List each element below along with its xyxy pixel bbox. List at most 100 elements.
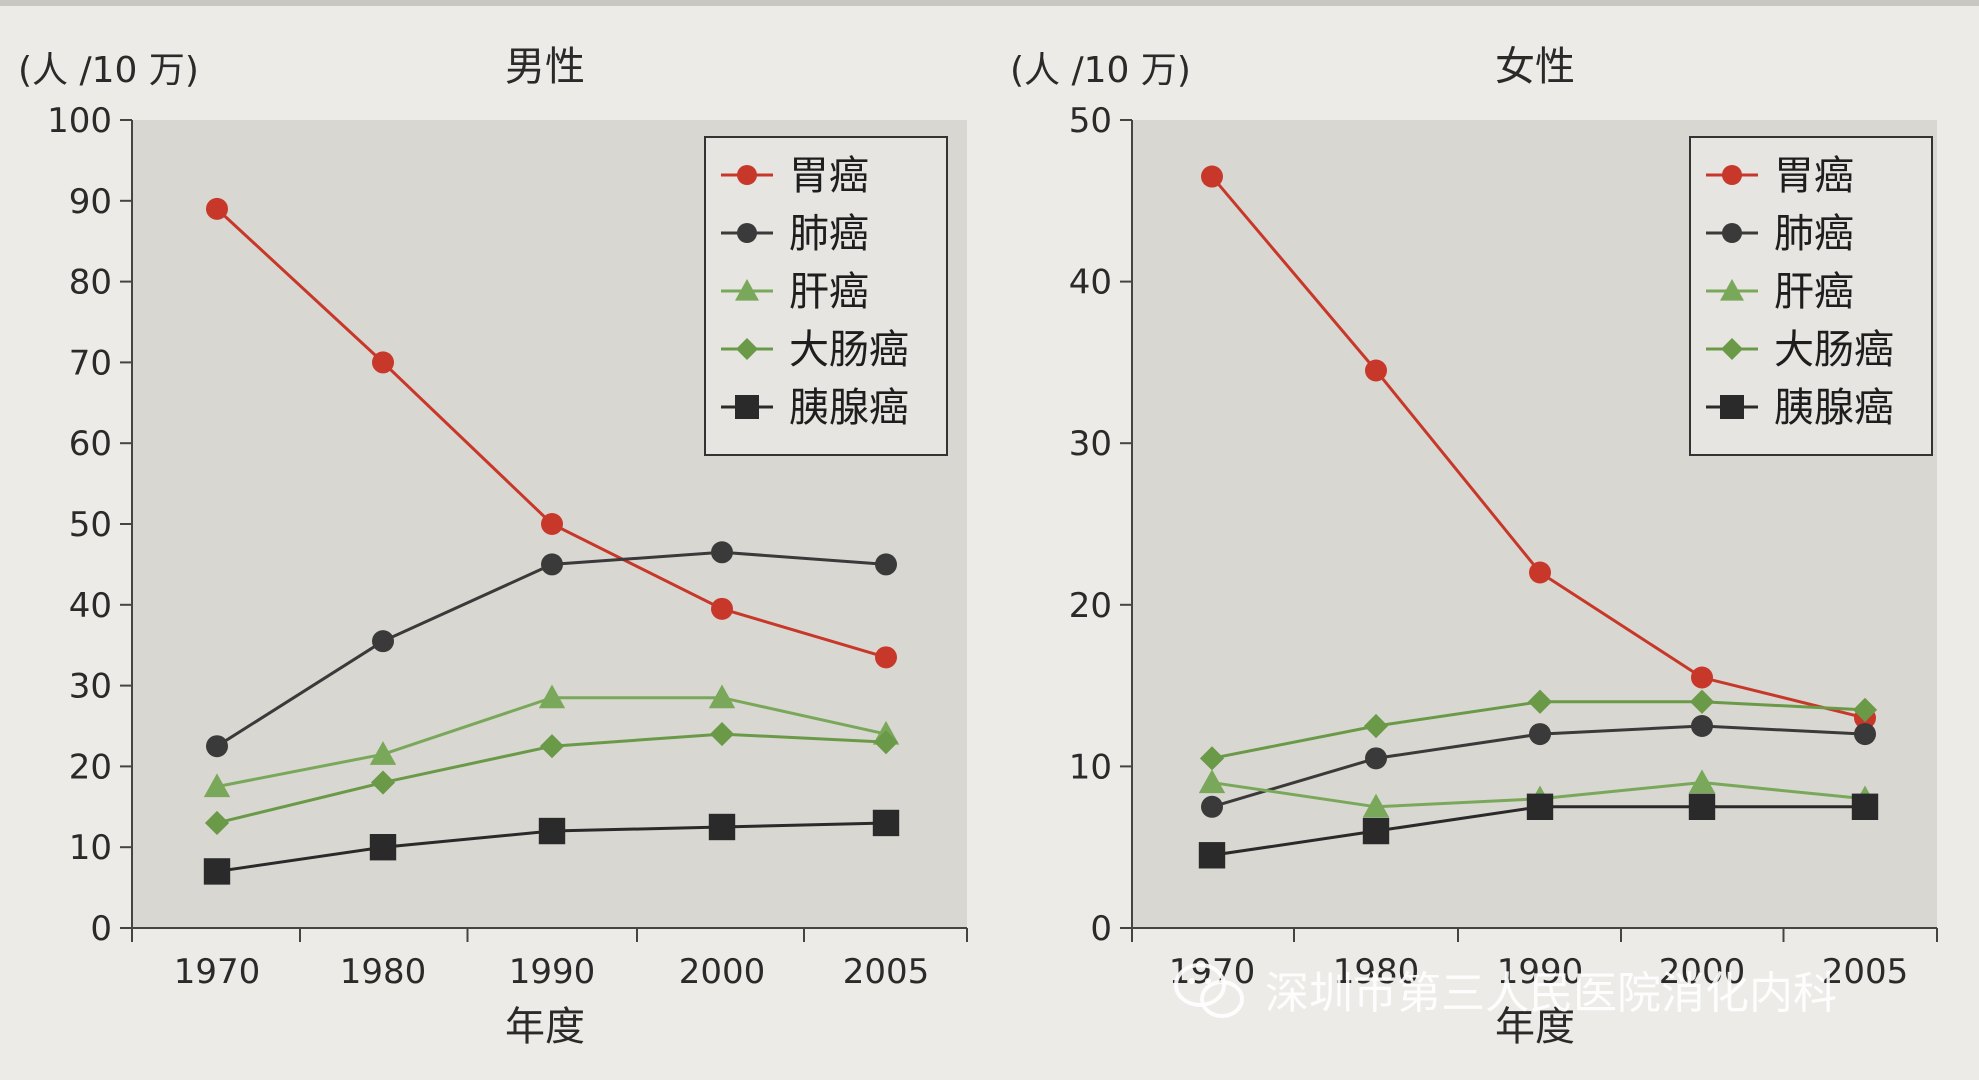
legend-marker-liver (1720, 279, 1744, 301)
data-point-stomach (711, 597, 733, 620)
series-stomach (206, 197, 897, 669)
wechat-icon (1174, 963, 1244, 1018)
x-tick-label: 2000 (679, 952, 766, 992)
x-tick-label: 2005 (1822, 952, 1909, 992)
y-tick-label: 80 (69, 263, 112, 303)
top-edge (0, 0, 1979, 6)
y-unit-label: (人 /10 万) (1010, 50, 1191, 91)
chart-title: 女性 (1495, 44, 1575, 90)
data-point-pancreas (203, 858, 231, 885)
data-point-colorectal (709, 721, 735, 747)
data-point-liver (369, 741, 397, 765)
series-lung (206, 541, 897, 758)
chart-title: 男性 (505, 44, 585, 90)
data-point-colorectal (1852, 697, 1878, 722)
data-point-lung (1529, 723, 1551, 746)
x-axis-label: 年度 (1495, 1004, 1575, 1050)
legend-label-stomach: 胃癌 (789, 153, 869, 199)
x-axis-label: 年度 (505, 1004, 585, 1050)
legend-marker-colorectal (736, 338, 758, 360)
legend-marker-pancreas (1720, 395, 1744, 419)
series-colorectal (204, 721, 899, 836)
data-point-liver (538, 684, 566, 709)
x-tick-label: 1970 (174, 952, 261, 992)
y-tick-label: 90 (69, 182, 112, 222)
x-tick-label: 1980 (1333, 952, 1420, 992)
data-point-colorectal (1689, 689, 1715, 714)
y-tick-label: 0 (90, 909, 112, 949)
y-tick-label: 40 (69, 586, 112, 626)
y-tick-label: 20 (1069, 586, 1112, 626)
data-point-colorectal (1199, 746, 1225, 771)
data-point-stomach (206, 197, 228, 220)
data-point-lung (1201, 795, 1223, 818)
legend-label-colorectal: 大肠癌 (1774, 327, 1894, 373)
data-point-stomach (1201, 165, 1223, 188)
data-point-stomach (1529, 561, 1551, 584)
series-lung (1201, 715, 1876, 818)
series-pancreas (1198, 793, 1879, 869)
male-chart: (人 /10 万) 男性 年度 0 10 20 30 40 50 60 70 80 90 100 19… (18, 44, 968, 1050)
y-tick-label: 40 (1069, 263, 1112, 303)
data-point-colorectal (873, 730, 899, 755)
data-point-lung (206, 735, 228, 758)
data-point-lung (875, 553, 897, 576)
y-tick-label: 30 (69, 667, 112, 707)
plot-area: 0 10 20 30 40 50 60 70 80 90 100 1970 1980 1990 2000 20… (47, 101, 968, 992)
y-tick-label: 50 (1069, 101, 1112, 141)
y-tick-label: 60 (69, 424, 112, 464)
data-point-colorectal (1527, 689, 1553, 714)
legend-marker-stomach (1722, 165, 1742, 185)
data-point-pancreas (708, 813, 736, 841)
data-point-stomach (372, 351, 394, 374)
legend-label-pancreas: 胰腺癌 (1774, 385, 1894, 431)
data-point-colorectal (370, 770, 396, 795)
data-point-liver (203, 773, 231, 798)
legend-marker-stomach (737, 165, 757, 185)
legend-marker-colorectal (1721, 338, 1743, 360)
data-point-lung (1365, 747, 1387, 770)
data-point-stomach (1365, 359, 1387, 382)
y-tick-label: 20 (69, 747, 112, 787)
watermark: 深圳市第三人民医院消化内科 (1174, 963, 1837, 1019)
x-tick-label: 2000 (1659, 952, 1746, 992)
data-point-lung (1854, 723, 1876, 746)
data-point-lung (711, 541, 733, 564)
legend-marker-liver (735, 279, 759, 301)
data-point-liver (1362, 793, 1390, 818)
data-point-stomach (541, 513, 563, 535)
data-point-pancreas (538, 817, 566, 845)
watermark-text: 深圳市第三人民医院消化内科 (1265, 968, 1837, 1019)
legend-label-lung: 肺癌 (1774, 211, 1854, 257)
data-point-colorectal (204, 810, 230, 836)
data-point-liver (1688, 769, 1716, 794)
data-point-colorectal (539, 734, 565, 759)
legend-label-stomach: 胃癌 (1774, 153, 1854, 199)
data-point-lung (372, 630, 394, 653)
data-point-stomach (1691, 666, 1713, 689)
legend-label-liver: 肝癌 (789, 269, 869, 315)
y-tick-label: 70 (69, 343, 112, 383)
series-colorectal (1199, 689, 1878, 771)
data-point-pancreas (369, 834, 397, 861)
x-tick-label: 1980 (340, 952, 427, 992)
data-point-lung (1691, 715, 1713, 737)
x-tick-label: 1990 (509, 952, 596, 992)
legend-marker-pancreas (735, 395, 759, 419)
data-point-stomach (875, 646, 897, 669)
data-point-pancreas (1688, 793, 1716, 820)
data-point-lung (541, 553, 563, 576)
data-point-pancreas (1362, 817, 1390, 845)
x-tick-label: 1990 (1497, 952, 1584, 992)
data-point-pancreas (1198, 842, 1226, 869)
y-tick-label: 30 (1069, 424, 1112, 464)
legend-label-colorectal: 大肠癌 (789, 327, 909, 373)
x-tick-label: 2005 (843, 952, 930, 992)
y-tick-label: 10 (69, 828, 112, 868)
series-pancreas (203, 809, 900, 885)
